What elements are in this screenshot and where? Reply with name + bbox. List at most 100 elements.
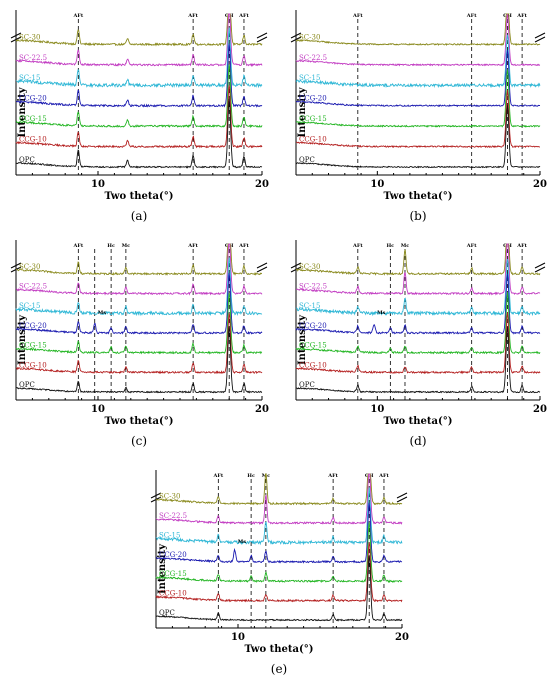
series-label: CCG-15 [299, 115, 327, 123]
trace-ccg-15 [15, 64, 263, 129]
peak-label: Mc [122, 243, 131, 249]
peak-label: AFt [516, 13, 527, 19]
trace-sc-30 [15, 243, 263, 276]
y-axis-title: Intensity [17, 314, 28, 365]
annotation-label: Ms [377, 310, 386, 316]
peak-label: AFt [212, 473, 223, 479]
peak-label: Hc [386, 243, 394, 249]
trace-ccg-15 [155, 522, 403, 584]
chart-panel-3: 10 20 Two theta(°) Intensity (c) AFt Hc Mc AFt CH… [10, 240, 269, 448]
series-label: CCG-20 [159, 551, 187, 559]
peak-label: AFt [72, 243, 83, 249]
axis-break-mark [10, 262, 22, 273]
peak-label: AFt [352, 13, 363, 19]
series-label: SC-15 [19, 74, 40, 82]
series-label: SC-15 [19, 302, 40, 310]
trace-sc-22-5 [15, 243, 263, 296]
peak-label: AFt [238, 243, 249, 249]
axis-break-mark [256, 262, 268, 273]
panel-label: (a) [131, 209, 148, 223]
series-label: CCG-15 [159, 570, 187, 578]
x-axis-title: Two theta(°) [384, 191, 453, 202]
trace-sc-15 [15, 27, 263, 89]
trace-sc-15 [155, 487, 403, 546]
y-axis-title: Intensity [297, 86, 308, 137]
series-label: CCG-10 [299, 361, 327, 369]
series-label: SC-22.5 [19, 282, 47, 290]
y-axis-title: Intensity [297, 314, 308, 365]
series-label: CCG-20 [299, 95, 327, 103]
trace-ccg-15 [295, 292, 541, 355]
series-label: SC-22.5 [299, 282, 327, 290]
x-axis-title: Two theta(°) [105, 416, 174, 427]
chart-panel-4: 10 20 Two theta(°) Intensity (d) AFt Hc Mc AFt CH… [290, 240, 547, 448]
x-tick-label: 20 [255, 179, 269, 190]
axis-break-mark [290, 32, 302, 43]
series-label: CCG-15 [19, 115, 47, 123]
panel-label: (e) [271, 662, 287, 676]
trace-sc-30 [295, 243, 541, 276]
peak-label: Hc [247, 473, 255, 479]
series-label: SC-30 [299, 33, 320, 41]
series-label: OPC [159, 609, 175, 617]
panel-label: (c) [131, 434, 147, 448]
peak-label: AFt [327, 473, 338, 479]
trace-sc-30 [155, 473, 403, 506]
series-label: CCG-20 [19, 95, 47, 103]
trace-ccg-15 [295, 69, 541, 128]
axis-break-mark [534, 32, 546, 43]
trace-ccg-20 [155, 502, 403, 564]
series-label: CCG-10 [159, 590, 187, 598]
x-axis-title: Two theta(°) [384, 416, 453, 427]
axis-break-mark [10, 32, 22, 43]
trace-ccg-15 [15, 292, 263, 355]
series-label: CCG-15 [299, 342, 327, 350]
x-tick-label: 10 [370, 179, 384, 190]
x-tick-label: 20 [255, 404, 269, 415]
series-label: SC-15 [299, 302, 320, 310]
trace-sc-22-5 [15, 13, 263, 67]
axis-break-mark [256, 32, 268, 43]
peak-label: AFt [187, 13, 198, 19]
x-tick-label: 10 [91, 179, 105, 190]
series-label: CCG-10 [299, 136, 327, 144]
peak-label: CH [225, 13, 234, 19]
axis-break-mark [534, 262, 546, 273]
series-label: SC-15 [159, 531, 180, 539]
series-label: OPC [299, 381, 315, 389]
trace-opc [295, 105, 541, 169]
series-label: SC-22.5 [299, 54, 327, 62]
trace-ccg-20 [15, 272, 263, 335]
series-label: SC-30 [19, 33, 40, 41]
peak-label: AFt [238, 13, 249, 19]
trace-opc [155, 555, 403, 622]
series-label: CCG-10 [19, 361, 47, 369]
series-label: CCG-15 [19, 342, 47, 350]
peak-label: AFt [466, 243, 477, 249]
trace-sc-15 [15, 257, 263, 317]
annotation-label: Ms [238, 539, 247, 545]
annotation-label: Ms [98, 310, 107, 316]
x-tick-label: 10 [91, 404, 105, 415]
trace-opc [295, 326, 541, 394]
trace-ccg-20 [295, 49, 541, 108]
series-label: OPC [299, 156, 315, 164]
trace-ccg-10 [295, 90, 541, 149]
peak-label: AFt [466, 13, 477, 19]
peak-label: AFt [516, 243, 527, 249]
series-label: CCG-10 [19, 136, 47, 144]
peak-label: AFt [378, 473, 389, 479]
trace-sc-15 [295, 34, 541, 89]
peak-label: CH [225, 243, 234, 249]
axis-break-mark [396, 492, 408, 503]
peak-label: Mc [401, 243, 410, 249]
series-label: OPC [19, 156, 35, 164]
trace-opc [15, 98, 263, 169]
series-label: SC-30 [19, 263, 40, 271]
x-tick-label: 20 [533, 179, 547, 190]
series-label: CCG-20 [299, 322, 327, 330]
trace-ccg-10 [295, 312, 541, 375]
